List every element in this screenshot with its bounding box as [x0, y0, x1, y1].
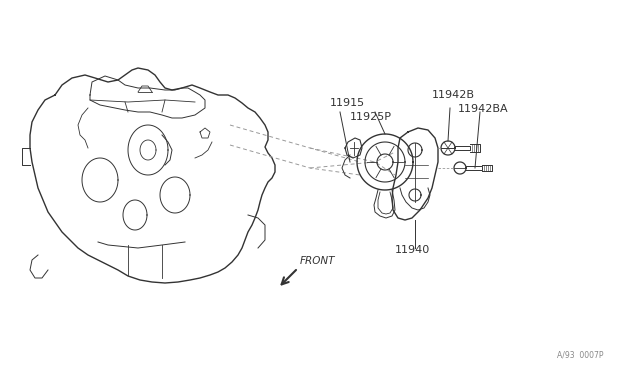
Text: A/93  0007P: A/93 0007P	[557, 350, 604, 359]
Text: 11915: 11915	[330, 98, 365, 108]
Text: 11940: 11940	[395, 245, 430, 255]
Text: 11942B: 11942B	[432, 90, 475, 100]
Text: FRONT: FRONT	[300, 256, 335, 266]
Text: 11925P: 11925P	[350, 112, 392, 122]
Text: 11942BA: 11942BA	[458, 104, 509, 114]
